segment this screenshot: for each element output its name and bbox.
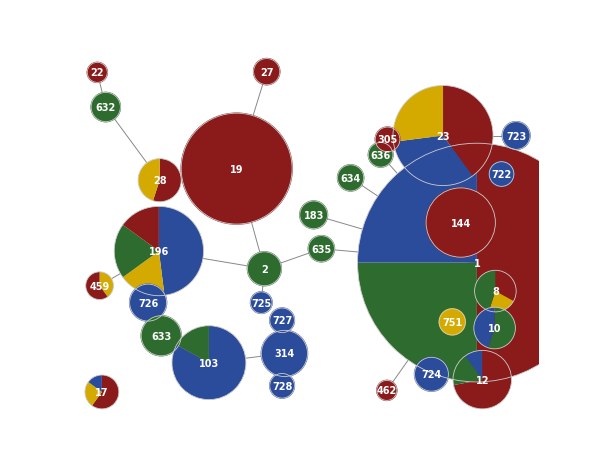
Circle shape [502,122,530,150]
Text: 633: 633 [151,331,172,341]
Text: 144: 144 [451,218,471,228]
Circle shape [270,374,295,398]
Wedge shape [123,251,164,296]
Wedge shape [86,272,108,300]
Circle shape [377,381,397,400]
Text: 22: 22 [91,68,104,78]
Circle shape [426,188,496,257]
Circle shape [270,308,295,333]
Text: 724: 724 [421,369,442,379]
Wedge shape [475,271,496,311]
Text: 23: 23 [436,131,450,141]
Text: 10: 10 [488,323,502,333]
Text: 634: 634 [340,174,361,183]
Text: 723: 723 [506,131,526,141]
Text: 727: 727 [272,316,292,325]
Wedge shape [138,159,160,201]
Text: 28: 28 [153,176,166,186]
Circle shape [141,316,181,356]
Wedge shape [393,86,443,143]
Text: 751: 751 [442,317,463,327]
Wedge shape [477,144,596,382]
Circle shape [91,93,121,122]
Wedge shape [123,207,159,251]
Circle shape [338,165,364,192]
Circle shape [130,285,167,321]
Wedge shape [496,271,516,301]
Circle shape [308,236,334,262]
Circle shape [300,201,328,229]
Wedge shape [394,136,472,186]
Wedge shape [358,144,477,263]
Circle shape [251,292,272,314]
Text: 725: 725 [251,298,271,308]
Wedge shape [88,375,102,392]
Wedge shape [159,207,203,296]
Text: 17: 17 [95,387,109,397]
Text: 722: 722 [491,169,512,180]
Circle shape [247,252,281,286]
Wedge shape [92,375,119,409]
Circle shape [262,331,308,377]
Text: 8: 8 [492,287,499,296]
Wedge shape [454,350,512,409]
Text: 314: 314 [274,349,295,359]
Text: 12: 12 [476,375,489,385]
Wedge shape [474,307,494,348]
Text: 19: 19 [230,164,244,174]
Text: 305: 305 [377,135,398,145]
Text: 2: 2 [261,264,268,274]
Wedge shape [358,263,477,382]
Text: 635: 635 [311,244,331,254]
Wedge shape [153,159,181,202]
Text: 1: 1 [473,258,480,268]
Circle shape [181,114,292,225]
Text: 196: 196 [149,246,169,257]
Wedge shape [453,356,482,385]
Circle shape [254,59,280,86]
Wedge shape [465,350,482,380]
Text: 636: 636 [371,150,391,161]
Circle shape [415,357,448,391]
Wedge shape [114,225,159,278]
Wedge shape [100,272,113,297]
Text: 103: 103 [199,358,219,368]
Circle shape [87,63,107,83]
Circle shape [439,309,466,335]
Text: 462: 462 [377,386,397,395]
Wedge shape [172,326,246,400]
Text: 459: 459 [89,281,110,291]
Wedge shape [443,86,493,177]
Text: 183: 183 [304,210,324,220]
Text: 27: 27 [260,68,274,77]
Wedge shape [85,382,102,406]
Text: 728: 728 [272,381,292,391]
Text: 632: 632 [95,103,116,113]
Wedge shape [488,307,515,349]
Circle shape [489,163,514,187]
Circle shape [375,128,400,152]
Wedge shape [489,291,514,312]
Circle shape [368,143,393,168]
Text: 726: 726 [138,298,158,308]
Wedge shape [176,326,209,363]
